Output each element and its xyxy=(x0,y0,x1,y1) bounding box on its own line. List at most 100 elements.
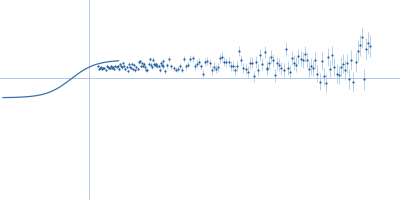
Point xyxy=(325,56,331,59)
Point xyxy=(98,66,104,69)
Point xyxy=(268,55,274,58)
Point xyxy=(356,44,363,47)
Point xyxy=(321,75,327,78)
Point xyxy=(132,69,138,72)
Point xyxy=(208,69,215,72)
Point xyxy=(274,62,280,65)
Point xyxy=(230,65,236,68)
Point xyxy=(127,65,133,69)
Point xyxy=(287,70,293,74)
Point xyxy=(242,67,249,71)
Point xyxy=(217,57,223,60)
Point xyxy=(138,65,144,68)
Point xyxy=(206,62,213,65)
Point xyxy=(264,67,270,71)
Point xyxy=(234,65,240,68)
Point xyxy=(295,55,302,58)
Point xyxy=(223,61,230,64)
Point xyxy=(117,62,123,65)
Point xyxy=(310,66,316,70)
Point xyxy=(155,64,162,68)
Point xyxy=(126,62,132,66)
Point xyxy=(110,66,116,69)
Point xyxy=(340,62,346,65)
Point xyxy=(204,59,211,62)
Point xyxy=(232,69,238,72)
Point xyxy=(196,60,202,63)
Point xyxy=(128,66,134,69)
Point xyxy=(174,68,181,71)
Point xyxy=(300,58,306,61)
Point xyxy=(228,64,234,67)
Point xyxy=(329,54,336,57)
Point xyxy=(131,63,138,66)
Point xyxy=(108,65,114,68)
Point xyxy=(99,67,105,70)
Point xyxy=(202,60,208,64)
Point xyxy=(113,65,120,68)
Point xyxy=(333,72,340,75)
Point xyxy=(156,68,163,71)
Point xyxy=(154,64,161,67)
Point xyxy=(160,65,166,68)
Point xyxy=(297,57,304,60)
Point xyxy=(181,57,187,60)
Point xyxy=(102,68,109,71)
Point xyxy=(342,68,348,72)
Point xyxy=(139,62,145,65)
Point xyxy=(257,53,264,56)
Point xyxy=(158,62,164,65)
Point xyxy=(94,65,101,68)
Point xyxy=(246,61,253,65)
Point xyxy=(107,66,113,69)
Point xyxy=(119,66,125,69)
Point xyxy=(114,65,121,68)
Point xyxy=(312,59,318,62)
Point xyxy=(344,62,350,65)
Point xyxy=(100,66,106,69)
Point xyxy=(109,66,115,69)
Point xyxy=(153,63,160,66)
Point xyxy=(192,65,198,68)
Point xyxy=(168,65,175,68)
Point xyxy=(359,35,365,39)
Point xyxy=(136,60,143,63)
Point xyxy=(276,63,282,66)
Point xyxy=(249,61,255,64)
Point xyxy=(346,77,352,80)
Point xyxy=(350,80,357,83)
Point xyxy=(238,58,244,62)
Point xyxy=(327,68,333,71)
Point xyxy=(123,65,130,69)
Point xyxy=(215,66,221,69)
Point xyxy=(104,65,111,68)
Point xyxy=(172,68,179,71)
Point xyxy=(278,67,285,70)
Point xyxy=(285,66,291,69)
Point xyxy=(142,66,148,69)
Point xyxy=(187,57,194,60)
Point xyxy=(365,41,372,44)
Point xyxy=(106,67,112,70)
Point xyxy=(236,49,242,52)
Point xyxy=(122,67,128,71)
Point xyxy=(302,52,308,55)
Point xyxy=(160,60,166,63)
Point xyxy=(367,44,374,47)
Point xyxy=(361,78,367,81)
Point xyxy=(177,65,183,68)
Point xyxy=(200,73,206,76)
Point xyxy=(170,67,177,70)
Point xyxy=(162,70,168,73)
Point xyxy=(116,68,122,71)
Point xyxy=(159,64,165,67)
Point xyxy=(213,67,219,70)
Point xyxy=(144,69,151,72)
Point xyxy=(253,60,259,64)
Point xyxy=(306,68,312,71)
Point xyxy=(120,61,126,64)
Point xyxy=(112,64,119,68)
Point xyxy=(318,59,325,63)
Point xyxy=(151,63,157,66)
Point xyxy=(101,66,108,69)
